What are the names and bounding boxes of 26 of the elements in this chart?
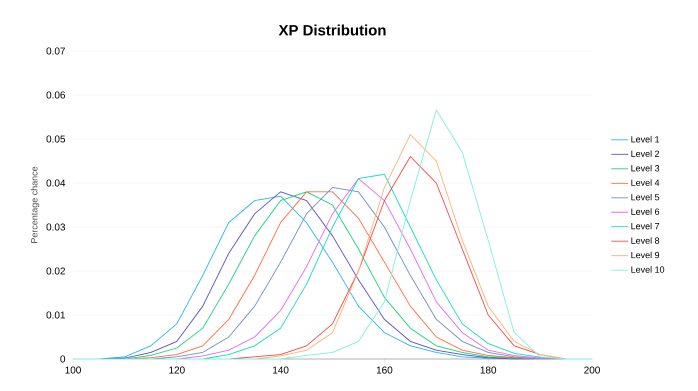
legend-label: Level 9 bbox=[631, 252, 660, 258]
y-tick-label: 0.04 bbox=[46, 179, 66, 187]
y-axis-title: Percentage chance bbox=[30, 166, 40, 243]
legend-label: Level 8 bbox=[631, 237, 660, 244]
y-tick-label: 0.01 bbox=[46, 311, 65, 319]
y-tick-label: 0.06 bbox=[46, 91, 66, 99]
chart-title: XP Distribution bbox=[278, 24, 386, 36]
legend-label: Level 7 bbox=[631, 222, 660, 230]
y-tick-label: 0.03 bbox=[46, 223, 66, 231]
legend-label: Level 1 bbox=[631, 136, 660, 142]
y-tick-label: 0.02 bbox=[46, 267, 65, 275]
legend-label: Level 3 bbox=[631, 164, 660, 172]
legend-label: Level 2 bbox=[631, 150, 660, 157]
x-tick-label: 200 bbox=[584, 366, 600, 374]
y-tick-label: 0.07 bbox=[46, 47, 65, 55]
x-tick-label: 160 bbox=[376, 366, 392, 374]
legend-label: Level 4 bbox=[631, 179, 660, 186]
legend-label: Level 10 bbox=[631, 266, 664, 273]
y-tick-label: 0 bbox=[60, 355, 66, 363]
x-tick-label: 180 bbox=[480, 366, 496, 374]
legend-label: Level 6 bbox=[631, 208, 660, 215]
x-tick-label: 120 bbox=[169, 366, 185, 374]
x-tick-label: 100 bbox=[65, 366, 81, 374]
legend-label: Level 5 bbox=[631, 194, 660, 200]
y-tick-label: 0.05 bbox=[46, 135, 66, 143]
x-tick-label: 140 bbox=[273, 366, 289, 374]
